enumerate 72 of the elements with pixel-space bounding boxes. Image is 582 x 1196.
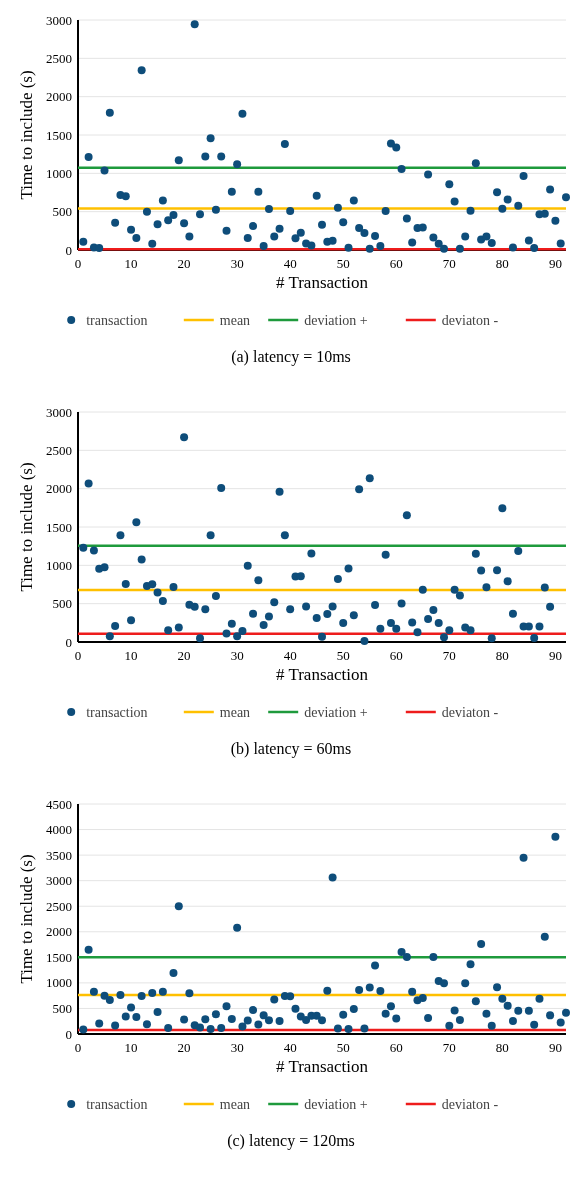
x-tick-label: 80: [495, 256, 509, 271]
y-tick-label: 500: [52, 596, 72, 612]
x-tick-label: 40: [283, 256, 297, 271]
legend-label: transaction: [86, 312, 148, 328]
y-tick-label: 3000: [46, 404, 72, 420]
x-axis-title: # Transaction: [275, 1057, 369, 1076]
y-tick-label: 2500: [46, 50, 72, 66]
y-tick-label: 1500: [46, 127, 72, 143]
y-tick-label: 500: [52, 1000, 72, 1016]
y-tick-label: 1500: [46, 519, 72, 535]
x-axis-title: # Transaction: [275, 665, 369, 684]
legend-label: transaction: [86, 704, 148, 720]
legend-label: deviation +: [304, 1096, 368, 1112]
legend-label: deviation +: [304, 312, 368, 328]
y-tick-label: 3000: [46, 12, 72, 28]
text: (c) latency = 120ms: [227, 1132, 355, 1150]
y-tick-label: 1500: [46, 949, 72, 965]
legend-label: mean: [219, 704, 251, 720]
x-tick-label: 80: [495, 648, 509, 663]
text: (a) latency = 10ms: [231, 348, 351, 366]
x-tick-label: 30: [230, 256, 244, 271]
x-tick-label: 90: [548, 648, 562, 663]
x-tick-label: 90: [548, 1040, 562, 1055]
y-axis-title: Time to include (s): [17, 854, 36, 984]
legend-label: transaction: [86, 1096, 148, 1112]
legend-label: deviaton -: [441, 704, 499, 720]
y-tick-label: 0: [65, 634, 72, 650]
text: (b) latency = 60ms: [230, 740, 352, 758]
y-tick-label: 1000: [46, 975, 72, 991]
x-tick-label: 60: [389, 648, 403, 663]
y-tick-label: 1000: [46, 557, 72, 573]
legend-label: deviaton -: [441, 312, 499, 328]
y-tick-label: 3500: [46, 847, 72, 863]
legend-label: deviation +: [304, 704, 368, 720]
x-tick-label: 70: [442, 1040, 456, 1055]
x-tick-label: 70: [442, 256, 456, 271]
x-tick-label: 20: [177, 256, 191, 271]
x-axis-title: # Transaction: [275, 273, 369, 292]
legend-label: mean: [219, 312, 251, 328]
x-tick-label: 50: [336, 256, 350, 271]
x-tick-label: 60: [389, 256, 403, 271]
x-tick-label: 30: [230, 648, 244, 663]
x-tick-label: 10: [124, 256, 138, 271]
y-tick-label: 1000: [46, 165, 72, 181]
x-tick-label: 20: [177, 648, 191, 663]
x-tick-label: 50: [336, 648, 350, 663]
y-tick-label: 2000: [46, 924, 72, 940]
y-axis-title: Time to include (s): [17, 70, 36, 200]
y-tick-label: 0: [65, 242, 72, 258]
y-tick-label: 2000: [46, 481, 72, 497]
x-tick-label: 60: [389, 1040, 403, 1055]
legend-label: deviaton -: [441, 1096, 499, 1112]
x-tick-label: 20: [177, 1040, 191, 1055]
y-tick-label: 500: [52, 204, 72, 220]
x-tick-label: 70: [442, 648, 456, 663]
y-tick-label: 0: [65, 1026, 72, 1042]
x-tick-label: 10: [124, 648, 138, 663]
x-tick-label: 40: [283, 648, 297, 663]
y-tick-label: 2500: [46, 442, 72, 458]
y-tick-label: 4000: [46, 822, 72, 838]
x-tick-label: 30: [230, 1040, 244, 1055]
x-tick-label: 90: [548, 256, 562, 271]
y-tick-label: 2000: [46, 89, 72, 105]
y-tick-label: 4500: [46, 796, 72, 812]
x-tick-label: 50: [336, 1040, 350, 1055]
y-tick-label: 2500: [46, 898, 72, 914]
legend-label: mean: [219, 1096, 251, 1112]
x-tick-label: 10: [124, 1040, 138, 1055]
y-axis-title: Time to include (s): [17, 462, 36, 592]
y-tick-label: 3000: [46, 873, 72, 889]
x-tick-label: 80: [495, 1040, 509, 1055]
x-tick-label: 40: [283, 1040, 297, 1055]
